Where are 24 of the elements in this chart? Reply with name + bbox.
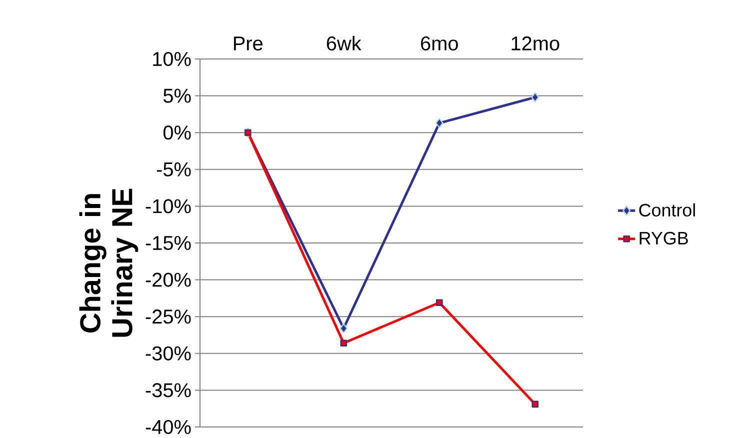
y-tick-label: -15% <box>146 236 191 250</box>
x-tick-label: Pre <box>234 36 262 50</box>
point <box>531 92 540 102</box>
y-tick-label: -20% <box>146 272 191 287</box>
point <box>532 400 539 408</box>
legend-label: RYGB <box>640 232 688 245</box>
legend-label: Control <box>639 203 695 217</box>
y-tick-label: -35% <box>146 383 191 398</box>
point <box>340 323 348 334</box>
y-tick-label: 10% <box>153 52 191 66</box>
point <box>435 118 444 128</box>
y-tick-label: -10% <box>146 199 191 214</box>
y-tick-label: 0% <box>163 126 191 140</box>
y-tick-label: 5% <box>163 88 191 103</box>
x-tick-label: 6wk <box>326 36 362 50</box>
y-tick-label: -5% <box>156 162 191 176</box>
y-tick-label: -30% <box>146 346 191 360</box>
x-tick-label: 6mo <box>421 36 458 50</box>
point <box>340 340 348 346</box>
point <box>436 299 443 306</box>
y-tick-label: -25% <box>146 310 191 324</box>
y-axis-title: Change in Urinary NE <box>79 188 138 337</box>
y-tick-label: -40% <box>146 420 191 434</box>
x-tick-label: 12mo <box>512 36 560 50</box>
